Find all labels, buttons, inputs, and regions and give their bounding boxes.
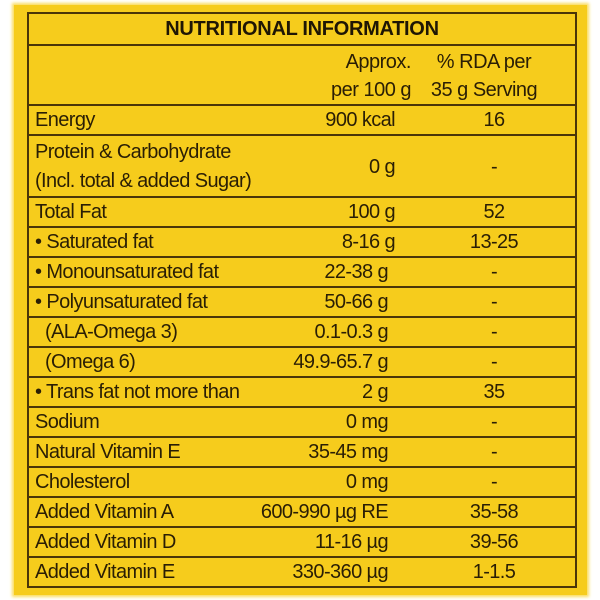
- column-header-row: Approx. per 100 g % RDA per 35 g Serving: [29, 44, 575, 104]
- column-header-line: Approx.: [345, 51, 412, 73]
- row-label: Sodium: [35, 411, 100, 433]
- table-row-natural-vitamin-e: Natural Vitamin E 35-45 mg -: [29, 436, 575, 466]
- row-label: • Monounsaturated fat: [35, 261, 219, 283]
- row-value: 900 kcal: [325, 109, 395, 131]
- row-label: Added Vitamin E: [35, 561, 175, 583]
- row-value: 0.1-0.3 g: [314, 321, 388, 343]
- row-label-line: (Incl. total & added Sugar): [35, 170, 252, 192]
- row-value: 35-45 mg: [308, 441, 388, 463]
- column-header-line: per 100 g: [330, 79, 412, 101]
- row-label: Natural Vitamin E: [35, 441, 181, 463]
- column-header-per-100g: Approx. per 100 g: [311, 48, 412, 104]
- table-row-ala-omega-3: (ALA-Omega 3) 0.1-0.3 g -: [29, 316, 575, 346]
- row-label: Added Vitamin A: [35, 501, 174, 523]
- row-rda: 13-25: [469, 231, 519, 253]
- column-header-rda: % RDA per 35 g Serving: [419, 48, 549, 104]
- row-rda: -: [490, 411, 498, 433]
- row-value: 22-38 g: [324, 261, 388, 283]
- table-row-added-vitamin-d: Added Vitamin D 11-16 µg 39-56: [29, 526, 575, 556]
- table-row-polyunsaturated-fat: • Polyunsaturated fat 50-66 g -: [29, 286, 575, 316]
- row-label: Protein & Carbohydrate (Incl. total & ad…: [35, 138, 252, 196]
- row-value: 50-66 g: [324, 291, 388, 313]
- table-row-added-vitamin-e: Added Vitamin E 330-360 µg 1-1.5: [29, 556, 575, 586]
- row-label-line: Protein & Carbohydrate: [35, 141, 231, 163]
- table-row-sodium: Sodium 0 mg -: [29, 406, 575, 436]
- row-rda: -: [490, 471, 498, 493]
- row-value: 0 mg: [345, 411, 389, 433]
- row-value: 330-360 µg: [292, 561, 388, 583]
- table-row-added-vitamin-a: Added Vitamin A 600-990 µg RE 35-58: [29, 496, 575, 526]
- row-value: 2 g: [361, 381, 389, 403]
- column-header-line: % RDA per: [436, 51, 532, 73]
- row-label: Cholesterol: [35, 471, 130, 493]
- table-row-monounsaturated-fat: • Monounsaturated fat 22-38 g -: [29, 256, 575, 286]
- row-rda: -: [490, 291, 498, 313]
- row-rda: -: [490, 261, 498, 283]
- row-label: (Omega 6): [45, 351, 136, 373]
- table-row-energy: Energy 900 kcal 16: [29, 104, 575, 134]
- row-value: 100 g: [347, 201, 396, 223]
- row-value: 49.9-65.7 g: [293, 351, 388, 373]
- row-rda: -: [490, 321, 498, 343]
- row-label: • Trans fat not more than: [35, 381, 240, 403]
- row-label: • Polyunsaturated fat: [35, 291, 208, 313]
- row-label: Added Vitamin D: [35, 531, 176, 553]
- row-label: (ALA-Omega 3): [45, 321, 178, 343]
- row-rda: 1-1.5: [472, 561, 516, 583]
- row-label: Energy: [35, 109, 95, 131]
- nutrition-table: NUTRITIONAL INFORMATION Approx. per 100 …: [27, 12, 577, 588]
- row-rda: 35-58: [469, 501, 519, 523]
- row-rda: -: [490, 351, 498, 373]
- table-title: NUTRITIONAL INFORMATION: [165, 18, 439, 40]
- row-label: • Saturated fat: [35, 231, 154, 253]
- column-header-line: 35 g Serving: [430, 79, 538, 101]
- table-row-omega-6: (Omega 6) 49.9-65.7 g -: [29, 346, 575, 376]
- row-value: 8-16 g: [341, 231, 396, 253]
- row-label: Total Fat: [35, 201, 107, 223]
- row-value: 0 g: [368, 156, 396, 178]
- row-rda: 16: [483, 109, 505, 131]
- row-rda: 52: [483, 201, 505, 223]
- row-rda: 39-56: [469, 531, 519, 553]
- table-row-protein-carbohydrate: Protein & Carbohydrate (Incl. total & ad…: [29, 134, 575, 196]
- row-value: 11-16 µg: [314, 531, 389, 553]
- row-value: 600-990 µg RE: [260, 501, 389, 523]
- row-rda: 35: [483, 381, 505, 403]
- table-row-total-fat: Total Fat 100 g 52: [29, 196, 575, 226]
- table-row-saturated-fat: • Saturated fat 8-16 g 13-25: [29, 226, 575, 256]
- table-row-cholesterol: Cholesterol 0 mg -: [29, 466, 575, 496]
- row-rda: -: [490, 441, 498, 463]
- row-rda: -: [490, 156, 498, 178]
- table-row-trans-fat: • Trans fat not more than 2 g 35: [29, 376, 575, 406]
- row-value: 0 mg: [345, 471, 389, 493]
